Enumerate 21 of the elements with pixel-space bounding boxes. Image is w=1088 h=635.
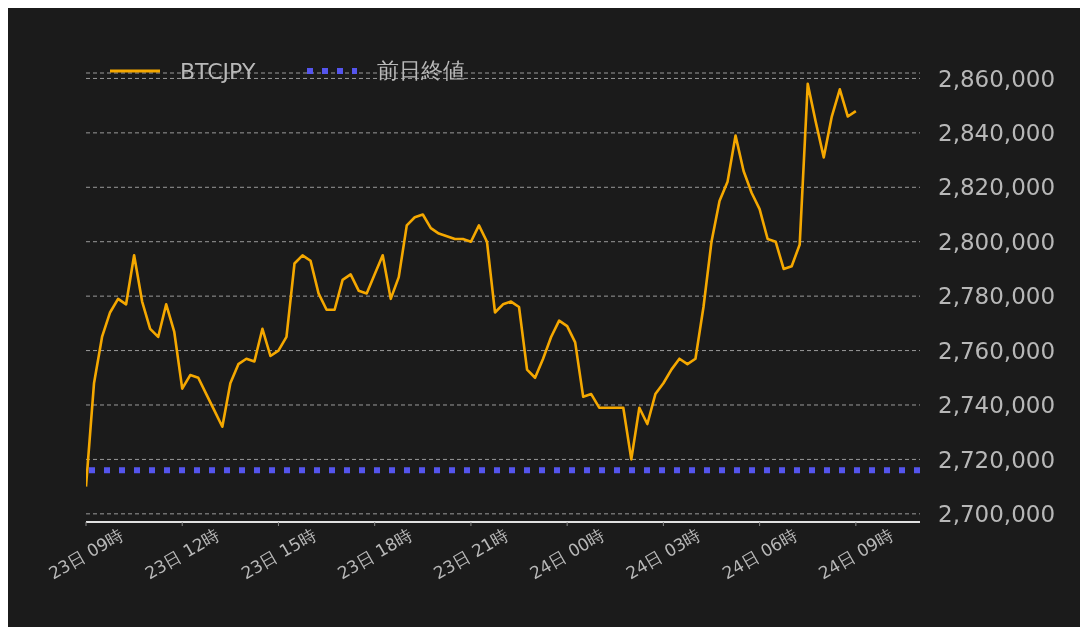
y-tick-label: 2,820,000 — [938, 174, 1056, 201]
y-tick-label: 2,860,000 — [938, 65, 1056, 92]
x-tick-label: 24日 00時 — [526, 524, 608, 584]
x-tick-label: 23日 15時 — [237, 524, 320, 584]
x-tick-label: 23日 21時 — [430, 524, 512, 584]
y-tick-label: 2,780,000 — [938, 283, 1056, 310]
legend-label: 前日終値 — [377, 57, 466, 85]
x-tick-label: 24日 06時 — [718, 524, 801, 584]
y-tick-label: 2,720,000 — [938, 446, 1056, 473]
x-tick-label: 23日 18時 — [333, 524, 416, 584]
y-tick-label: 2,740,000 — [938, 392, 1056, 419]
x-tick-label: 24日 03時 — [622, 524, 705, 584]
y-tick-label: 2,800,000 — [938, 228, 1056, 255]
x-tick-label: 24日 09時 — [815, 524, 897, 584]
y-tick-label: 2,840,000 — [938, 120, 1056, 147]
legend-label: BTCJPY — [180, 58, 256, 84]
y-tick-label: 2,760,000 — [938, 337, 1056, 364]
line-series — [86, 82, 858, 488]
y-tick-label: 2,700,000 — [938, 501, 1056, 527]
x-tick-label: 23日 12時 — [141, 524, 224, 584]
x-tick-label: 23日 09時 — [45, 524, 127, 584]
